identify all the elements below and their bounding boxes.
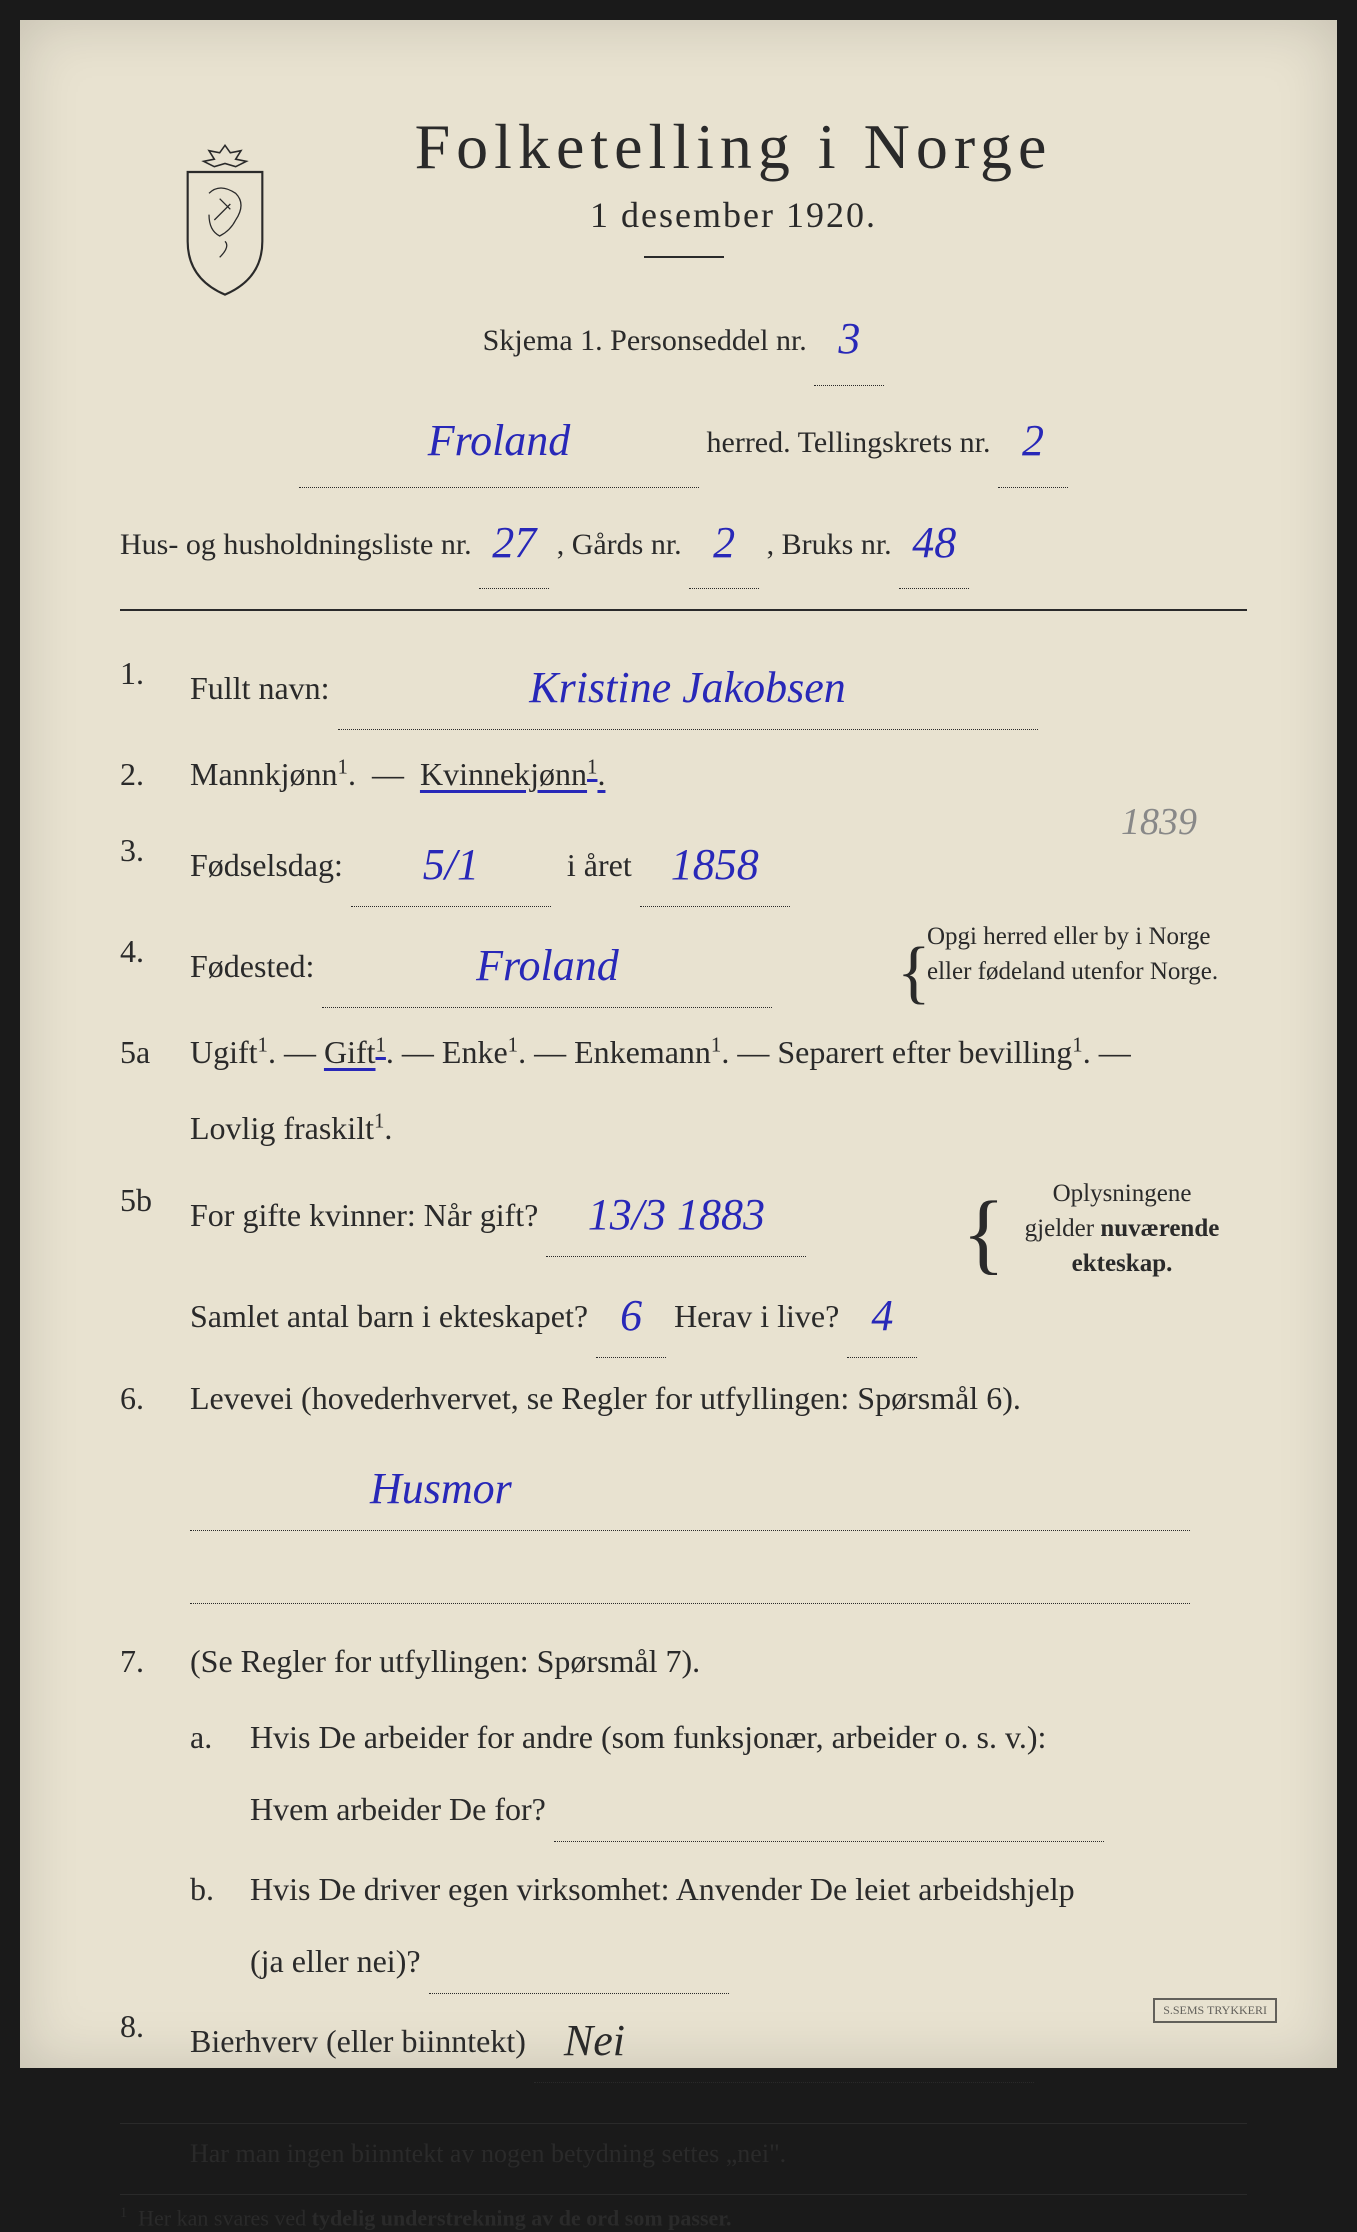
gards-value: 2 — [713, 518, 735, 567]
q4-num: 4. — [120, 919, 144, 983]
q7b-text2: (ja eller nei)? — [250, 1943, 421, 1979]
q5a-fraskilt: Lovlig fraskilt — [190, 1110, 374, 1146]
q7a-text1: Hvis De arbeider for andre (som funksjon… — [250, 1719, 1046, 1755]
q5b-row2: Samlet antal barn i ekteskapet? 6 Herav … — [120, 1269, 1247, 1358]
q3-num: 3. — [120, 818, 144, 882]
q2-row: 2. Mannkjønn1. — Kvinnekjønn1. — [120, 742, 1247, 806]
q5b-row: 5b For gifte kvinner: Når gift? 13/3 188… — [120, 1168, 1247, 1257]
q5b-note: Oplysningene gjelder nuværende ekteskap. — [997, 1176, 1247, 1281]
q5b-label2: Samlet antal barn i ekteskapet? — [190, 1298, 588, 1334]
q5a-gift: Gift — [324, 1034, 376, 1070]
q6-value-row: Husmor — [120, 1442, 1247, 1531]
q1-row: 1. Fullt navn: Kristine Jakobsen — [120, 641, 1247, 730]
pencil-note: 1839 — [1121, 800, 1197, 844]
census-form-document: Folketelling i Norge 1 desember 1920. Sk… — [20, 20, 1337, 2068]
q5a-separert: Separert efter bevilling — [777, 1034, 1072, 1070]
q6-blank — [120, 1539, 1247, 1604]
herred-label: herred. Tellingskrets nr. — [707, 426, 991, 459]
q7-num: 7. — [120, 1629, 144, 1693]
q2-num: 2. — [120, 742, 144, 806]
herred-value: Froland — [428, 416, 571, 465]
section-divider — [120, 609, 1247, 611]
schema-label: Skjema 1. Personseddel nr. — [483, 324, 807, 357]
q5b-label1: For gifte kvinner: Når gift? — [190, 1197, 538, 1233]
document-header: Folketelling i Norge 1 desember 1920. — [120, 110, 1247, 258]
q7b-row2: (ja eller nei)? — [120, 1929, 1247, 1994]
household-line: Hus- og husholdningsliste nr. 27 , Gårds… — [120, 492, 1247, 590]
q5b-total: 6 — [620, 1291, 642, 1340]
coat-of-arms-icon — [170, 140, 280, 300]
q4-value: Froland — [476, 941, 619, 990]
q4-label: Fødested: — [190, 948, 314, 984]
q5b-married: 13/3 1883 — [588, 1190, 765, 1239]
q5b-alive: 4 — [871, 1291, 893, 1340]
husholdning-value: 27 — [492, 518, 536, 567]
q7b-text1: Hvis De driver egen virksomhet: Anvender… — [250, 1871, 1075, 1907]
bruks-label: , Bruks nr. — [767, 528, 892, 561]
q8-num: 8. — [120, 1994, 144, 2058]
q6-num: 6. — [120, 1366, 144, 1430]
tellingskrets-value: 2 — [1022, 416, 1044, 465]
bottom-divider — [120, 2123, 1247, 2124]
q7-label: (Se Regler for utfyllingen: Spørsmål 7). — [190, 1643, 700, 1679]
q7a-row: a. Hvis De arbeider for andre (som funks… — [120, 1705, 1247, 1769]
q3-mid: i året — [567, 847, 632, 883]
q6-value: Husmor — [370, 1464, 512, 1513]
q5a-ugift: Ugift — [190, 1034, 258, 1070]
q7a-letter: a. — [190, 1705, 212, 1769]
q3-label: Fødselsdag: — [190, 847, 343, 883]
q5a-row: 5a Ugift1. — Gift1. — Enke1. — Enkemann1… — [120, 1020, 1247, 1084]
q4-row: 4. Fødested: Froland Opgi herred eller b… — [120, 919, 1247, 1008]
q7a-row2: Hvem arbeider De for? — [120, 1777, 1247, 1842]
q5a-row2: Lovlig fraskilt1. — [120, 1096, 1247, 1160]
q5b-num: 5b — [120, 1168, 152, 1232]
q8-label: Bierhverv (eller biinntekt) — [190, 2023, 526, 2059]
q3-year: 1858 — [671, 840, 759, 889]
q4-note: Opgi herred eller by i Norge eller fødel… — [927, 919, 1247, 989]
document-title: Folketelling i Norge — [120, 110, 1247, 184]
footnote: 1 Her kan svares ved tydelig understrekn… — [120, 2194, 1247, 2231]
q7-row: 7. (Se Regler for utfyllingen: Spørsmål … — [120, 1629, 1247, 1693]
q5b-label3: Herav i live? — [674, 1298, 839, 1334]
q1-value: Kristine Jakobsen — [529, 663, 846, 712]
q3-row: 3. Fødselsdag: 5/1 i året 1858 — [120, 818, 1247, 907]
schema-line: Skjema 1. Personseddel nr. 3 — [120, 288, 1247, 386]
husholdning-label: Hus- og husholdningsliste nr. — [120, 528, 472, 561]
q1-label: Fullt navn: — [190, 670, 330, 706]
bottom-note: Har man ingen biinntekt av nogen betydni… — [120, 2139, 1247, 2169]
q5a-num: 5a — [120, 1020, 150, 1084]
q3-day: 5/1 — [423, 840, 479, 889]
herred-line: Froland herred. Tellingskrets nr. 2 — [120, 390, 1247, 488]
q2-male: Mannkjønn — [190, 756, 338, 792]
q7b-row: b. Hvis De driver egen virksomhet: Anven… — [120, 1857, 1247, 1921]
divider — [644, 256, 724, 258]
q6-label: Levevei (hovederhvervet, se Regler for u… — [190, 1380, 1021, 1416]
q8-row: 8. Bierhverv (eller biinntekt) Nei — [120, 1994, 1247, 2083]
q6-row: 6. Levevei (hovederhvervet, se Regler fo… — [120, 1366, 1247, 1430]
printer-stamp: S.SEMS TRYKKERI — [1153, 1998, 1277, 2023]
q7b-letter: b. — [190, 1857, 214, 1921]
q1-num: 1. — [120, 641, 144, 705]
q5a-enkemann: Enkemann — [574, 1034, 711, 1070]
document-date: 1 desember 1920. — [120, 194, 1247, 236]
personseddel-value: 3 — [838, 314, 860, 363]
q8-value: Nei — [564, 2016, 625, 2065]
q2-female: Kvinnekjønn — [420, 756, 587, 792]
q5a-enke: Enke — [442, 1034, 508, 1070]
gards-label: , Gårds nr. — [557, 528, 682, 561]
bruks-value: 48 — [912, 518, 956, 567]
q7a-text2: Hvem arbeider De for? — [250, 1791, 546, 1827]
